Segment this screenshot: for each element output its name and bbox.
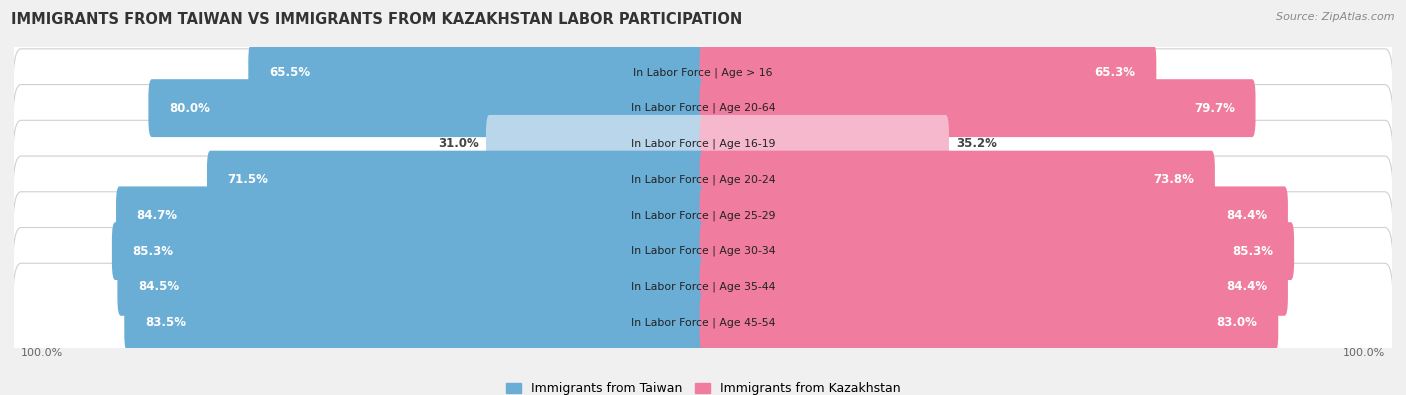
Text: In Labor Force | Age 16-19: In Labor Force | Age 16-19 [631, 139, 775, 149]
Text: 84.5%: 84.5% [138, 280, 179, 293]
FancyBboxPatch shape [700, 258, 1288, 316]
Text: In Labor Force | Age 35-44: In Labor Force | Age 35-44 [631, 282, 775, 292]
FancyBboxPatch shape [700, 293, 1278, 352]
Text: In Labor Force | Age 25-29: In Labor Force | Age 25-29 [631, 210, 775, 221]
Text: 65.3%: 65.3% [1095, 66, 1136, 79]
FancyBboxPatch shape [13, 156, 1393, 275]
Text: In Labor Force | Age 20-64: In Labor Force | Age 20-64 [631, 103, 775, 113]
FancyBboxPatch shape [117, 258, 706, 316]
Text: In Labor Force | Age 30-34: In Labor Force | Age 30-34 [631, 246, 775, 256]
FancyBboxPatch shape [117, 186, 706, 245]
FancyBboxPatch shape [700, 115, 949, 173]
Text: 71.5%: 71.5% [228, 173, 269, 186]
Text: 80.0%: 80.0% [169, 102, 209, 115]
FancyBboxPatch shape [112, 222, 706, 280]
Text: 73.8%: 73.8% [1153, 173, 1194, 186]
FancyBboxPatch shape [13, 192, 1393, 310]
FancyBboxPatch shape [486, 115, 706, 173]
FancyBboxPatch shape [700, 150, 1215, 209]
FancyBboxPatch shape [700, 186, 1288, 245]
Text: 85.3%: 85.3% [1233, 245, 1274, 258]
FancyBboxPatch shape [13, 49, 1393, 167]
Text: In Labor Force | Age > 16: In Labor Force | Age > 16 [633, 67, 773, 78]
FancyBboxPatch shape [700, 79, 1256, 137]
Text: 31.0%: 31.0% [439, 137, 479, 150]
FancyBboxPatch shape [13, 85, 1393, 203]
FancyBboxPatch shape [700, 43, 1156, 102]
FancyBboxPatch shape [700, 222, 1294, 280]
FancyBboxPatch shape [13, 13, 1393, 132]
Legend: Immigrants from Taiwan, Immigrants from Kazakhstan: Immigrants from Taiwan, Immigrants from … [506, 382, 900, 395]
Text: 84.7%: 84.7% [136, 209, 177, 222]
Text: 35.2%: 35.2% [956, 137, 997, 150]
Text: 100.0%: 100.0% [1343, 348, 1385, 358]
Text: 83.0%: 83.0% [1216, 316, 1257, 329]
FancyBboxPatch shape [149, 79, 706, 137]
Text: 100.0%: 100.0% [21, 348, 63, 358]
Text: 79.7%: 79.7% [1194, 102, 1234, 115]
FancyBboxPatch shape [249, 43, 706, 102]
Text: In Labor Force | Age 45-54: In Labor Force | Age 45-54 [631, 317, 775, 328]
FancyBboxPatch shape [124, 293, 706, 352]
Text: IMMIGRANTS FROM TAIWAN VS IMMIGRANTS FROM KAZAKHSTAN LABOR PARTICIPATION: IMMIGRANTS FROM TAIWAN VS IMMIGRANTS FRO… [11, 12, 742, 27]
FancyBboxPatch shape [207, 150, 706, 209]
Text: 85.3%: 85.3% [132, 245, 173, 258]
FancyBboxPatch shape [13, 263, 1393, 382]
FancyBboxPatch shape [13, 228, 1393, 346]
Text: In Labor Force | Age 20-24: In Labor Force | Age 20-24 [631, 174, 775, 185]
Text: 84.4%: 84.4% [1226, 280, 1267, 293]
Text: 83.5%: 83.5% [145, 316, 186, 329]
Text: Source: ZipAtlas.com: Source: ZipAtlas.com [1277, 12, 1395, 22]
Text: 84.4%: 84.4% [1226, 209, 1267, 222]
Text: 65.5%: 65.5% [269, 66, 311, 79]
FancyBboxPatch shape [13, 120, 1393, 239]
